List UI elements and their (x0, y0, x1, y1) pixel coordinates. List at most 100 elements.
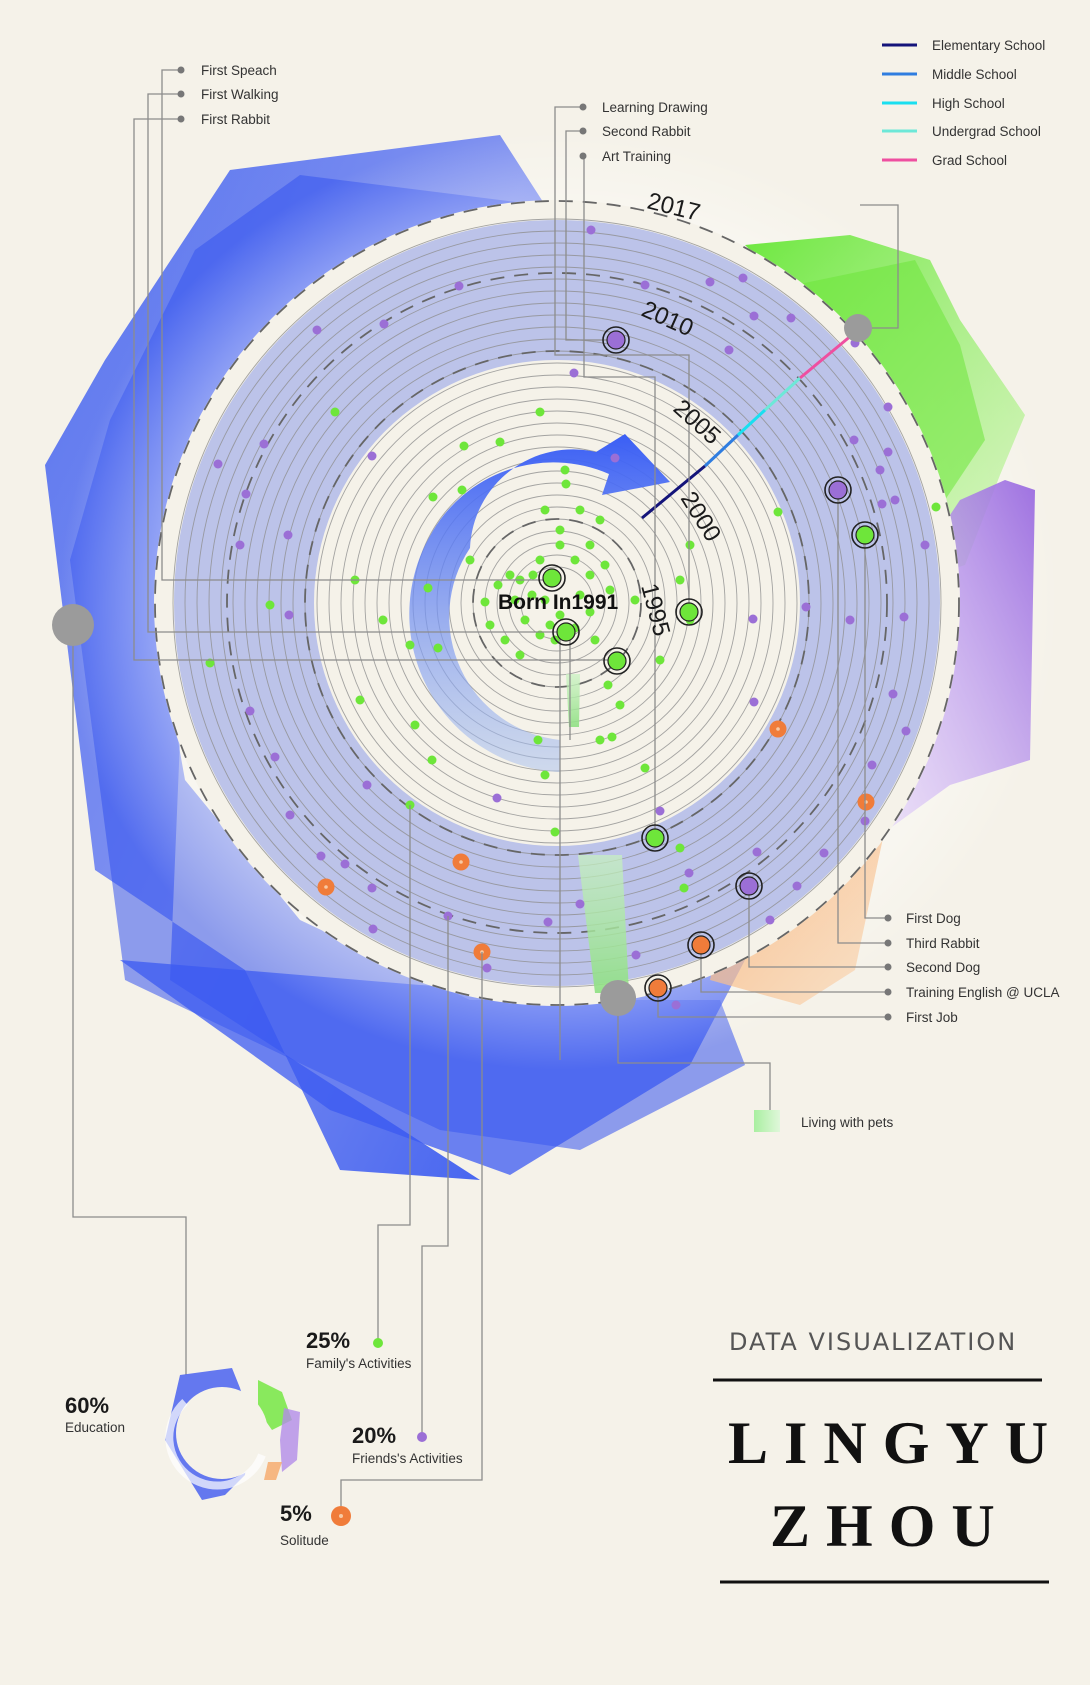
milestone-ring (675, 598, 703, 626)
family-dot (540, 595, 550, 605)
family-dot (205, 658, 215, 668)
milestone-friends-dot (828, 480, 848, 500)
friends-dot (379, 319, 389, 329)
friends-dot (752, 847, 762, 857)
family-dot (615, 700, 625, 710)
milestone-ring (687, 931, 715, 959)
breakdown-education: 60% Education (65, 1393, 125, 1435)
milestone-first-dog: First Dog (906, 911, 961, 926)
family-dot (550, 827, 560, 837)
friends-dot (920, 540, 930, 550)
friends-dot (482, 963, 492, 973)
connector-line (72, 625, 187, 1375)
friends-dot (888, 689, 898, 699)
friends-dot (569, 368, 579, 378)
friends-dot (368, 924, 378, 934)
friends-dot (575, 899, 585, 909)
year-ring (508, 554, 606, 652)
friends-dot (586, 225, 596, 235)
svg-text:60%: 60% (65, 1393, 109, 1418)
svg-text:5%: 5% (280, 1501, 312, 1526)
friends-dot (749, 697, 759, 707)
solitude-dot-center (459, 860, 463, 864)
friends-dot (362, 780, 372, 790)
milestone-family-dot (855, 525, 875, 545)
title-block: DATA VISUALIZATION LINGYU ZHOU (713, 1328, 1049, 1584)
milestone-ring (603, 647, 631, 675)
education-marker (52, 604, 94, 646)
friends-dot (724, 345, 734, 355)
family-dot (428, 492, 438, 502)
svg-text:High School: High School (932, 96, 1005, 111)
milestone-second-rabbit: Second Rabbit (602, 124, 691, 139)
connector-line (837, 490, 888, 944)
milestone-second-dog: Second Dog (906, 960, 980, 975)
friends-dot (312, 325, 322, 335)
friends-dot (655, 806, 665, 816)
family-dot (603, 680, 613, 690)
friends-dot (454, 281, 464, 291)
milestones-right: First Dog Third Rabbit Second Dog Traini… (884, 911, 1060, 1025)
milestone-family-dot (607, 651, 627, 671)
friends-dot (284, 610, 294, 620)
family-dot (585, 540, 595, 550)
family-dot (465, 555, 475, 565)
friends-dot (245, 706, 255, 716)
svg-text:Education: Education (65, 1420, 125, 1435)
friends-dot (340, 859, 350, 869)
milestone-solitude-dot (691, 935, 711, 955)
family-dot (433, 643, 443, 653)
family-dot (545, 620, 555, 630)
family-dot (457, 485, 467, 495)
pets-legend: Living with pets (754, 1110, 894, 1132)
family-dot (330, 407, 340, 417)
family-dot (410, 720, 420, 730)
milestone-ring (644, 974, 672, 1002)
milestone-first-walking: First Walking (201, 87, 279, 102)
family-dot (607, 732, 617, 742)
friends-dot (901, 726, 911, 736)
family-dot (265, 600, 275, 610)
family-dot (505, 570, 515, 580)
legend-middle: Middle School (882, 67, 1017, 82)
milestone-ring (851, 521, 879, 549)
year-ring (292, 338, 822, 868)
connector-line (617, 998, 771, 1110)
milestone-third-rabbit: Third Rabbit (906, 936, 980, 951)
friends-dot (684, 868, 694, 878)
family-dot (590, 635, 600, 645)
friends-dot (845, 615, 855, 625)
year-ring (208, 254, 906, 952)
year-ring (352, 398, 762, 808)
connector-line (161, 69, 552, 581)
family-dot (423, 583, 433, 593)
friends-dot (259, 439, 269, 449)
milestone-family-dot (542, 568, 562, 588)
family-dot (480, 597, 490, 607)
friends-dot (543, 917, 553, 927)
family-dot (640, 763, 650, 773)
family-dot (527, 590, 537, 600)
friends-dot (367, 883, 377, 893)
breakdown-ring (165, 1368, 300, 1500)
friends-dot (786, 313, 796, 323)
friends-dot (492, 793, 502, 803)
family-dot (540, 505, 550, 515)
family-dot (585, 570, 595, 580)
milestone-ring (538, 564, 566, 592)
connector-line (377, 805, 411, 1343)
friends-dot (283, 530, 293, 540)
friends-dot (801, 602, 811, 612)
family-dot (600, 560, 610, 570)
family-dot (675, 575, 685, 585)
year-ring (196, 242, 918, 964)
milestone-ring (735, 872, 763, 900)
friends-dot (899, 612, 909, 622)
milestone-learning-drawing: Learning Drawing (602, 100, 708, 115)
friends-dot (875, 465, 885, 475)
event-dots (205, 225, 941, 1010)
svg-text:Solitude: Solitude (280, 1533, 329, 1548)
svg-text:Undergrad School: Undergrad School (932, 124, 1041, 139)
svg-text:Living with pets: Living with pets (801, 1115, 894, 1130)
family-dot (493, 580, 503, 590)
